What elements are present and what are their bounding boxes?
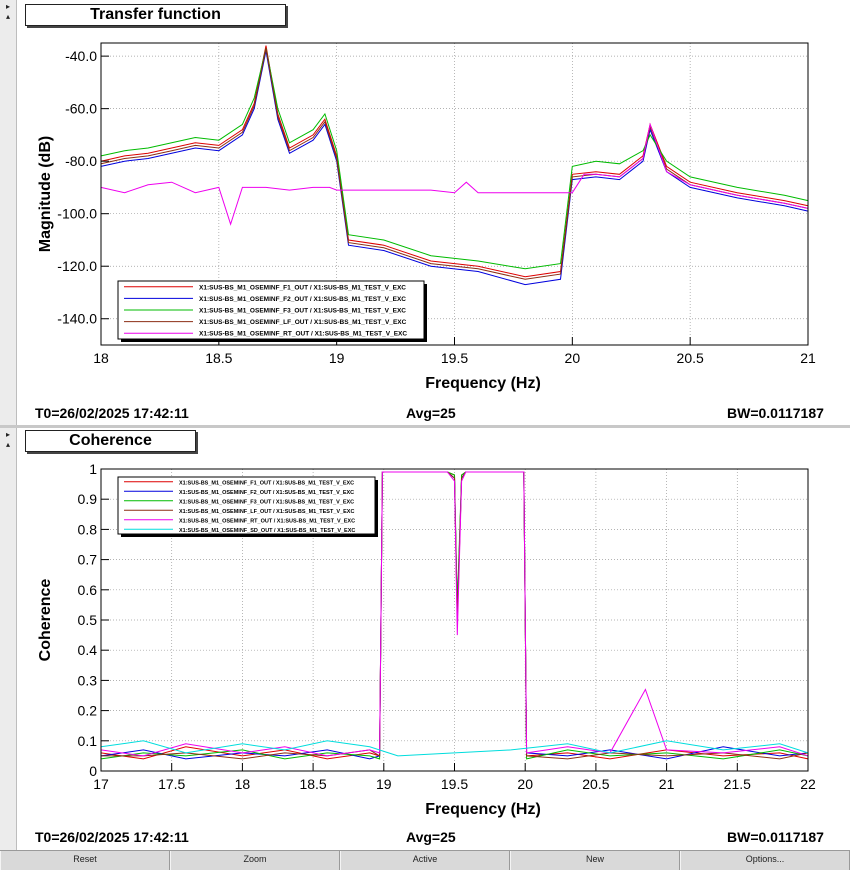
t0-label: T0=26/02/2025 17:42:11 [35, 829, 189, 845]
legend-label: X1:SUS-BS_M1_OSEMINF_SD_OUT / X1:SUS-BS_… [179, 528, 355, 534]
chart-title: Coherence [25, 430, 196, 452]
x-tick-label: 18.5 [299, 776, 326, 792]
series-line-2 [100, 48, 809, 270]
y-tick-label: 0.3 [78, 672, 98, 688]
x-tick-label: 20.5 [677, 350, 704, 366]
x-tick-label: 19 [376, 776, 392, 792]
y-tick-label: 0.2 [78, 703, 98, 719]
transfer-function-chart[interactable]: 18 18.5 19 19.5 20 20.5 21 -140.0 -120.0 -100.0 -8… [0, 0, 850, 400]
y-tick-label: 0.5 [78, 612, 98, 628]
options-button[interactable]: Options... [680, 851, 850, 870]
coherence-chart[interactable]: 17 17.5 18 18.5 19 19.5 20 20.5 21 21.5 22 0 0.1 0.2 0… [0, 428, 850, 828]
x-tick-label: 19.5 [441, 350, 468, 366]
x-tick-label: 22 [800, 776, 816, 792]
avg-label: Avg=25 [406, 405, 456, 421]
series-line-5 [100, 740, 809, 757]
pane-divider[interactable] [0, 425, 850, 428]
y-axis-label: Magnitude (dB) [37, 136, 54, 252]
bw-label: BW=0.0117187 [727, 405, 824, 421]
active-button[interactable]: Active [340, 851, 510, 870]
y-tick-label: 1 [89, 461, 97, 477]
new-button[interactable]: New [510, 851, 680, 870]
x-tick-label: 20 [517, 776, 533, 792]
legend-box [117, 476, 376, 535]
x-tick-label: 19 [329, 350, 345, 366]
series-line-3 [100, 48, 809, 280]
series-line-1 [100, 50, 809, 286]
y-tick-label: 0.6 [78, 582, 98, 598]
coherence-pane: ▸ ▴ Coherence 17 17.5 18 18.5 19 19.5 20 20.5 21… [0, 428, 850, 850]
x-tick-label: 18 [93, 350, 109, 366]
bottom-toolbar: Reset Zoom Active New Options... [0, 850, 850, 870]
avg-label: Avg=25 [406, 829, 456, 845]
pane-side-strip: ▸ ▴ [0, 428, 17, 850]
bw-label: BW=0.0117187 [727, 829, 824, 845]
y-tick-label: 0.8 [78, 521, 98, 537]
x-tick-label: 21.5 [724, 776, 751, 792]
legend-label: X1:SUS-BS_M1_OSEMINF_LF_OUT / X1:SUS-BS_… [199, 319, 407, 326]
y-tick-label: 0.4 [78, 642, 98, 658]
y-tick-label: -140.0 [57, 311, 97, 327]
pane-footer: T0=26/02/2025 17:42:11 Avg=25 BW=0.01171… [0, 828, 850, 848]
x-tick-label: 17.5 [158, 776, 185, 792]
y-tick-label: 0.9 [78, 491, 98, 507]
x-tick-label: 19.5 [441, 776, 468, 792]
legend-label: X1:SUS-BS_M1_OSEMINF_RT_OUT / X1:SUS-BS_… [179, 518, 355, 524]
x-tick-label: 21 [659, 776, 675, 792]
x-tick-label: 20.5 [582, 776, 609, 792]
x-tick-label: 18 [235, 776, 251, 792]
series-line-4 [100, 471, 809, 757]
legend-label: X1:SUS-BS_M1_OSEMINF_F3_OUT / X1:SUS-BS_… [199, 308, 406, 315]
legend-label: X1:SUS-BS_M1_OSEMINF_LF_OUT / X1:SUS-BS_… [179, 509, 354, 515]
legend-label: X1:SUS-BS_M1_OSEMINF_RT_OUT / X1:SUS-BS_… [199, 331, 407, 338]
legend-label: X1:SUS-BS_M1_OSEMINF_F1_OUT / X1:SUS-BS_… [199, 284, 406, 291]
legend-label: X1:SUS-BS_M1_OSEMINF_F1_OUT / X1:SUS-BS_… [179, 480, 354, 486]
legend-label: X1:SUS-BS_M1_OSEMINF_F2_OUT / X1:SUS-BS_… [199, 296, 406, 303]
pane-footer: T0=26/02/2025 17:42:11 Avg=25 BW=0.01171… [0, 404, 850, 424]
y-tick-label: -60.0 [65, 101, 97, 117]
chart-title: Transfer function [25, 4, 286, 26]
x-tick-label: 20 [565, 350, 581, 366]
t0-label: T0=26/02/2025 17:42:11 [35, 405, 189, 421]
x-tick-label: 17 [93, 776, 109, 792]
x-tick-label: 21 [800, 350, 816, 366]
collapse-arrow-icon[interactable]: ▸ [5, 2, 10, 11]
y-tick-label: -80.0 [65, 153, 97, 169]
expand-arrow-icon[interactable]: ▴ [5, 12, 10, 21]
zoom-button[interactable]: Zoom [170, 851, 340, 870]
legend-label: X1:SUS-BS_M1_OSEMINF_F2_OUT / X1:SUS-BS_… [179, 490, 354, 496]
series-line-4 [100, 122, 809, 226]
x-tick-label: 18.5 [205, 350, 232, 366]
expand-arrow-icon[interactable]: ▴ [5, 440, 10, 449]
y-tick-label: 0.7 [78, 552, 98, 568]
reset-button[interactable]: Reset [0, 851, 170, 870]
legend-label: X1:SUS-BS_M1_OSEMINF_F3_OUT / X1:SUS-BS_… [179, 499, 354, 505]
x-axis-label: Frequency (Hz) [425, 801, 541, 818]
collapse-arrow-icon[interactable]: ▸ [5, 430, 10, 439]
y-axis-label: Coherence [37, 579, 54, 662]
transfer-function-pane: ▸ ▴ Transfer function 18 18.5 19 19.5 20 20.5… [0, 0, 850, 425]
y-tick-label: 0.1 [78, 733, 98, 749]
y-tick-label: -40.0 [65, 48, 97, 64]
x-axis-label: Frequency (Hz) [425, 375, 541, 392]
y-tick-label: -120.0 [57, 258, 97, 274]
y-tick-label: -100.0 [57, 206, 97, 222]
y-tick-label: 0 [89, 763, 97, 779]
pane-side-strip: ▸ ▴ [0, 0, 17, 425]
